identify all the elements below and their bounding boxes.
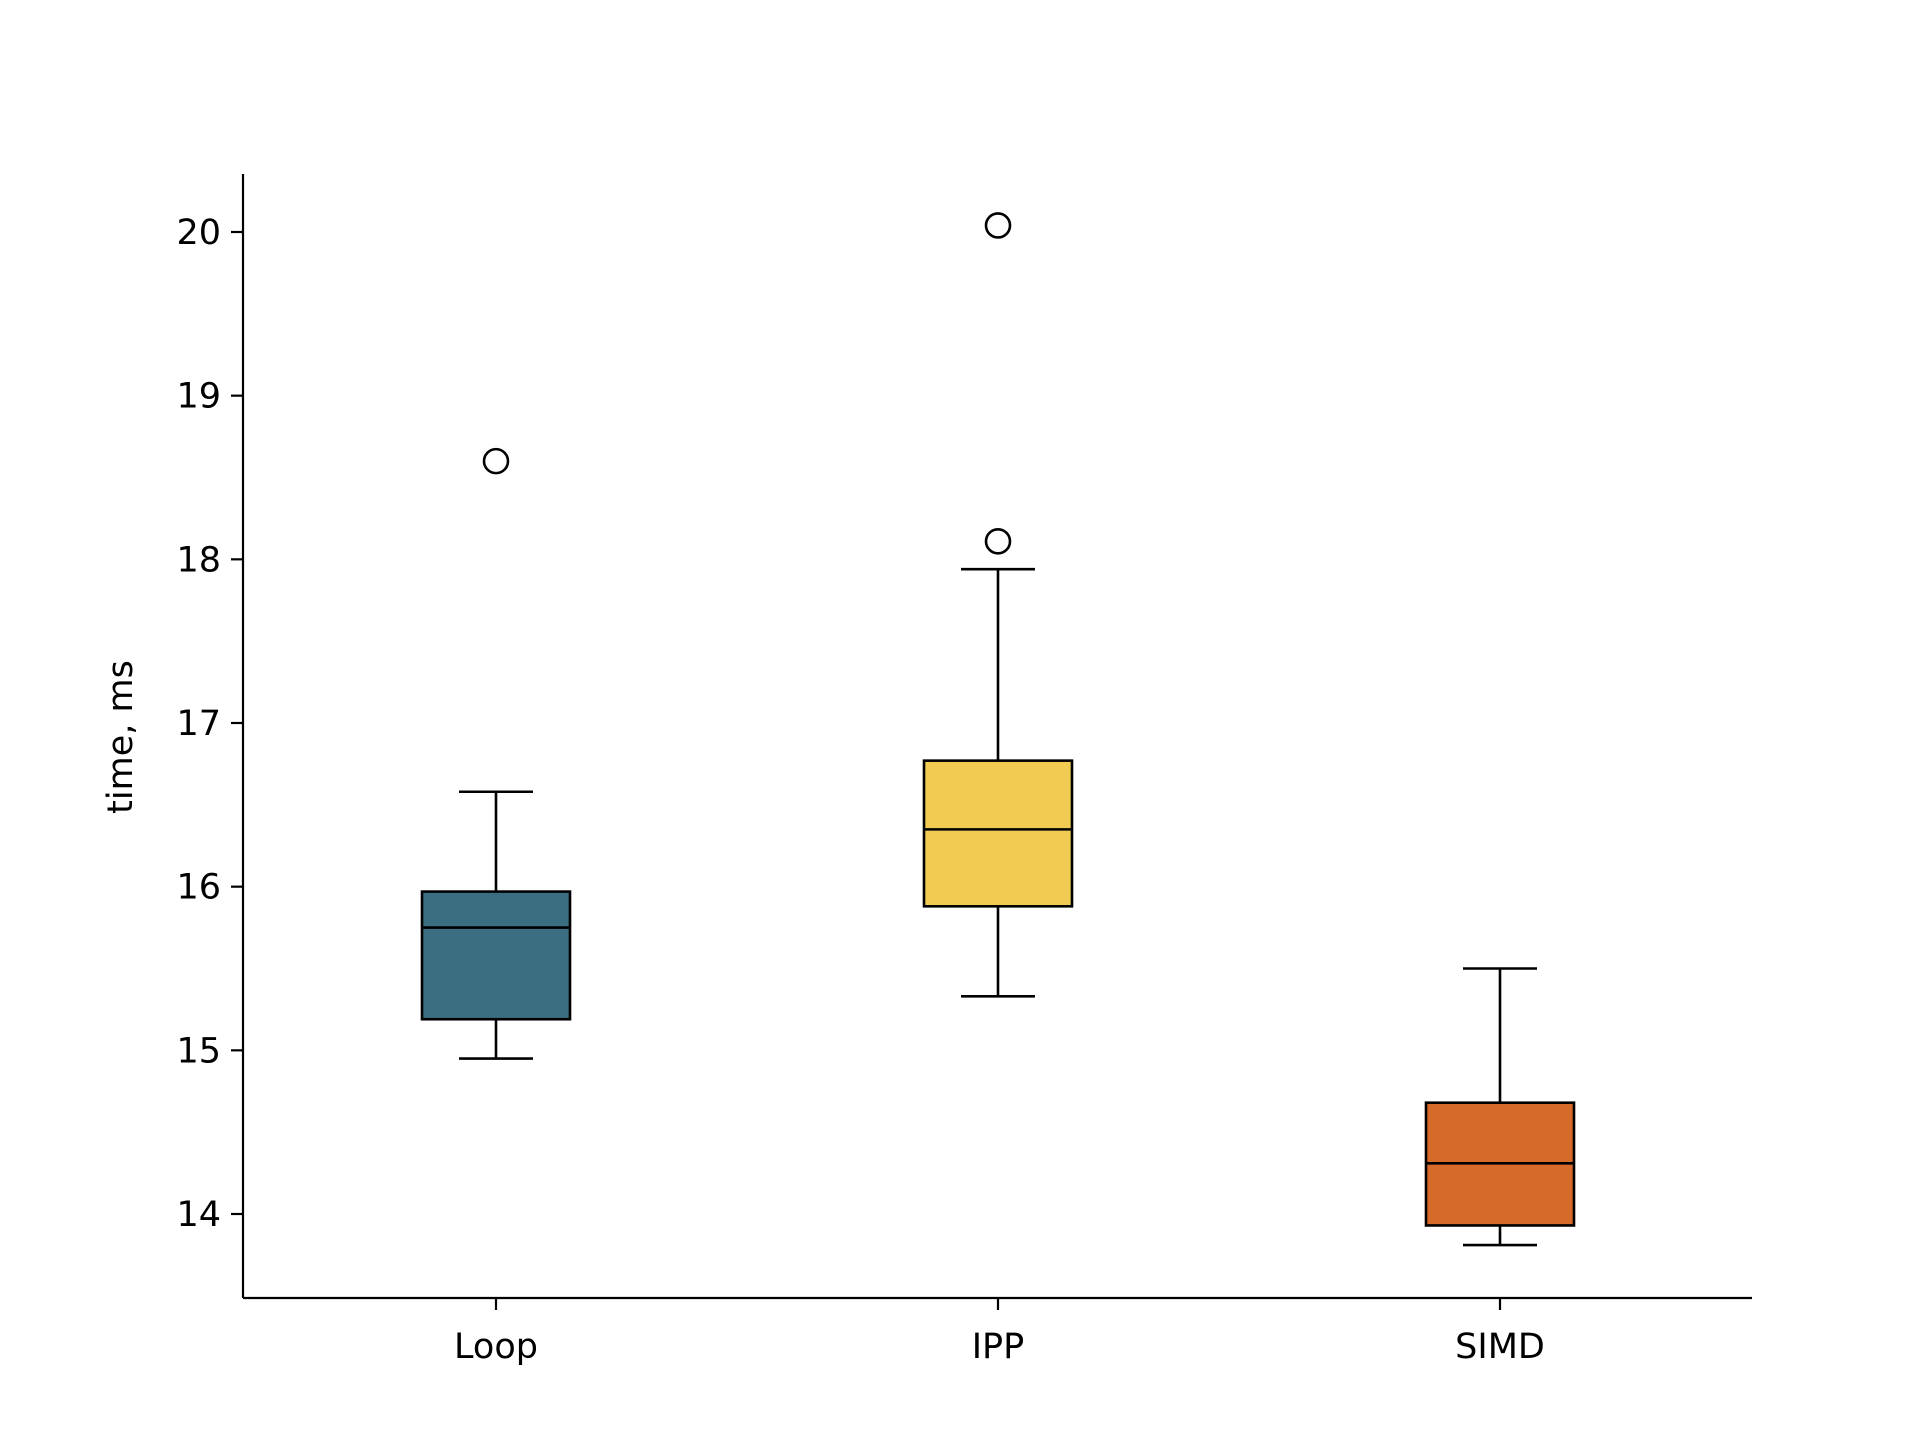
y-tick-label: 19 — [176, 377, 221, 417]
x-tick-label: IPP — [972, 1327, 1025, 1367]
axes: 14 15 16 17 18 19 20 Loop IPP SIMD — [176, 174, 1752, 1367]
x-tick-label: Loop — [454, 1327, 538, 1367]
iqr-box — [420, 890, 572, 1021]
y-tick-label: 17 — [176, 704, 221, 744]
box-group-loop — [420, 447, 572, 1060]
x-axis-ticks: Loop IPP SIMD — [454, 1298, 1545, 1367]
y-tick-label: 18 — [176, 540, 221, 580]
outlier-point — [984, 528, 1012, 555]
y-tick-label: 14 — [176, 1195, 221, 1235]
x-tick-label: SIMD — [1455, 1327, 1545, 1367]
box-group-ipp — [922, 212, 1074, 998]
y-axis-ticks: 14 15 16 17 18 19 20 — [176, 213, 243, 1235]
box-group-simd — [1424, 967, 1576, 1247]
y-tick-label: 15 — [176, 1031, 221, 1071]
outlier-point — [984, 212, 1012, 239]
y-tick-label: 20 — [176, 213, 221, 253]
y-axis-title: time, ms — [101, 660, 141, 814]
y-tick-label: 16 — [176, 868, 221, 908]
outlier-point — [482, 447, 510, 475]
plot-area — [420, 212, 1576, 1247]
iqr-box — [922, 759, 1074, 908]
